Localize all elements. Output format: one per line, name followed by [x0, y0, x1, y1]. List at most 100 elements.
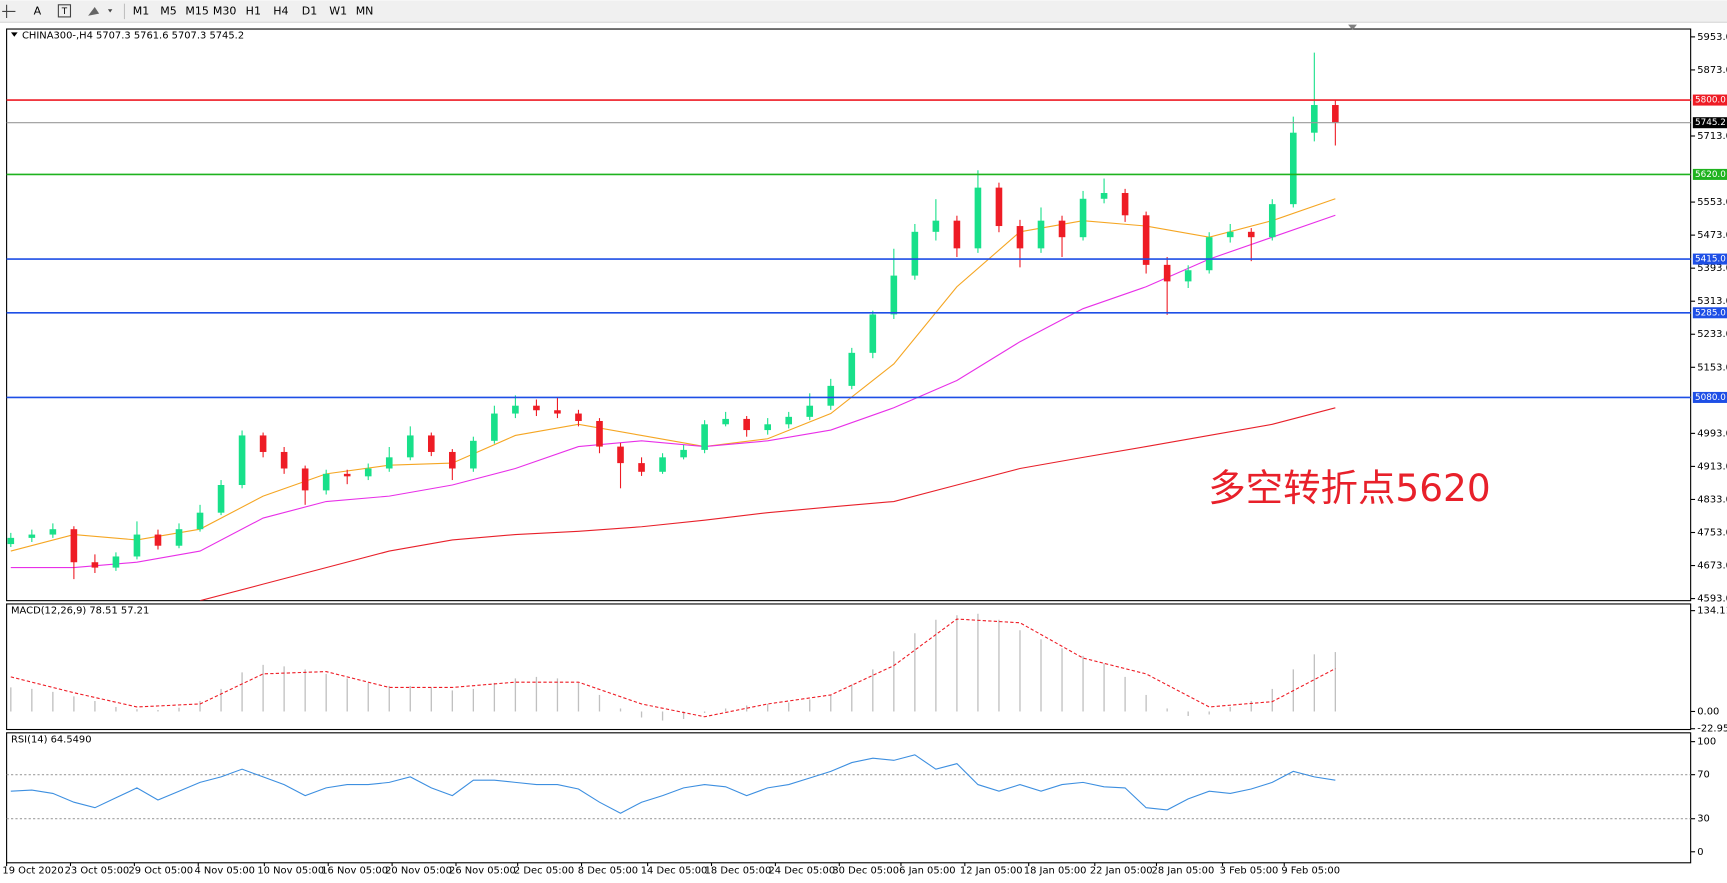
candle-body: [533, 405, 540, 411]
timeframe-button[interactable]: W1: [329, 4, 347, 17]
x-tick-label: 22 Jan 05:00: [1090, 865, 1153, 876]
candle-body: [1121, 192, 1129, 216]
main-pane-border: [6, 28, 1692, 602]
price-label-box: [1692, 94, 1727, 106]
y-tick-label: 4913.0: [1697, 461, 1727, 472]
pane-plot: [10, 613, 1337, 721]
candle-body: [343, 473, 351, 477]
timeframe-button[interactable]: M1: [133, 4, 150, 17]
candle-body: [427, 435, 435, 452]
timeframe-button[interactable]: M5: [160, 4, 177, 17]
timeframe-button[interactable]: M15: [185, 4, 209, 17]
timeframe-button[interactable]: MN: [356, 4, 374, 17]
y-tick-label: 100: [1697, 737, 1716, 748]
candle-body: [259, 435, 267, 452]
price-label: 5745.2: [1695, 118, 1726, 128]
candle-body: [1247, 231, 1255, 238]
crosshair-tool[interactable]: [2, 4, 16, 19]
y-tick-label: 0.00: [1697, 706, 1719, 717]
price-label-box: [1692, 117, 1727, 129]
y-tick-label: -22.95: [1697, 724, 1727, 735]
candle-body: [491, 413, 498, 441]
candle-body: [196, 512, 204, 530]
text-tool[interactable]: A: [34, 4, 42, 17]
candle-body: [7, 537, 15, 545]
price-label: 5285.0: [1695, 308, 1726, 318]
x-tick-label: 30 Dec 05:00: [832, 865, 899, 876]
candle-body: [1184, 270, 1192, 282]
y-tick-label: 4833.0: [1697, 494, 1727, 505]
timeframe-button[interactable]: H1: [246, 4, 261, 17]
candle-body: [1163, 264, 1171, 282]
candle-body: [638, 463, 645, 472]
timeframe-button[interactable]: H4: [273, 4, 288, 17]
candle-body: [406, 435, 414, 458]
indicator-line: [10, 618, 1336, 718]
price-label: 5800.0: [1695, 96, 1726, 106]
candle-body: [1100, 192, 1108, 199]
pane-title: RSI(14) 64.5490: [11, 734, 92, 745]
x-tick-label: 3 Feb 05:00: [1220, 865, 1279, 876]
timeframe-button[interactable]: D1: [302, 4, 317, 17]
pane-plot: [7, 52, 1339, 601]
timeframe-button[interactable]: M30: [213, 4, 237, 17]
candle-body: [449, 451, 456, 469]
x-tick-label: 16 Nov 05:00: [321, 865, 388, 876]
candle-body: [28, 534, 36, 538]
candle-body: [322, 473, 330, 491]
x-tick-label: 24 Dec 05:00: [769, 865, 836, 876]
candle-body: [1289, 132, 1297, 205]
y-tick-label: 5553.0: [1697, 197, 1727, 208]
candle-body: [91, 562, 99, 568]
y-tick-label: 4673.0: [1697, 561, 1727, 572]
y-tick-label: 5153.0: [1697, 362, 1727, 373]
candle-body: [1205, 237, 1213, 271]
y-tick-label: 5393.0: [1697, 263, 1727, 274]
x-tick-label: 28 Jan 05:00: [1152, 865, 1215, 876]
y-tick-label: 4993.0: [1697, 428, 1727, 439]
candle-body: [722, 418, 729, 425]
candle-body: [364, 468, 372, 477]
x-tick-label: 2 Dec 05:00: [514, 865, 574, 876]
candle-body: [764, 424, 771, 431]
candle-body: [280, 451, 288, 469]
y-tick-label: 134.11: [1697, 606, 1727, 617]
y-tick-label: 5873.0: [1697, 65, 1727, 76]
macd-pane-border: [6, 603, 1692, 731]
price-label: 5415.0: [1695, 255, 1726, 265]
candle-body: [932, 220, 940, 232]
x-tick-label: 29 Oct 05:00: [129, 865, 194, 876]
x-tick-label: 23 Oct 05:00: [65, 865, 130, 876]
candle-body: [869, 314, 877, 353]
candle-body: [1016, 226, 1024, 249]
candle-body: [617, 446, 624, 464]
x-tick-label: 8 Dec 05:00: [578, 865, 638, 876]
y-tick-label: 5313.0: [1697, 296, 1727, 307]
shapes-tool[interactable]: [88, 6, 113, 16]
y-tick-label: 4753.0: [1697, 528, 1727, 539]
candle-body: [1079, 198, 1087, 238]
chart-window: [0, 22, 1727, 883]
x-tick-label: 14 Dec 05:00: [641, 865, 708, 876]
candle-body: [1037, 220, 1045, 249]
price-label-box: [1692, 168, 1727, 180]
price-label-box: [1692, 253, 1727, 265]
candle-body: [301, 468, 309, 491]
candle-body: [470, 440, 477, 469]
symbol-menu-arrow: [11, 32, 18, 37]
candle-body: [806, 405, 814, 417]
candle-body: [70, 529, 78, 563]
candle-body: [1311, 105, 1318, 133]
candle-body: [1332, 105, 1339, 123]
candle-body: [154, 534, 162, 546]
shift-marker: [1348, 24, 1357, 31]
price-label: 5080.0: [1695, 393, 1726, 403]
y-tick-label: 70: [1697, 770, 1710, 781]
candle-body: [974, 187, 982, 249]
candle-body: [238, 435, 246, 486]
y-tick-label: 0: [1697, 847, 1703, 858]
y-tick-label: 4593.0: [1697, 594, 1727, 605]
label-tool[interactable]: T: [57, 4, 72, 18]
candle-body: [785, 416, 793, 425]
